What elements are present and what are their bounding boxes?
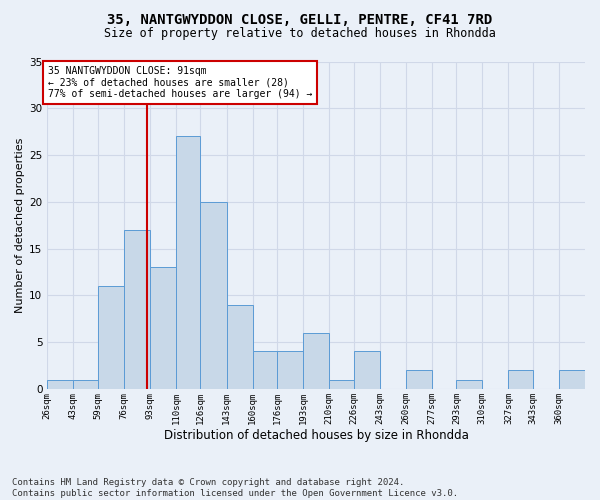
X-axis label: Distribution of detached houses by size in Rhondda: Distribution of detached houses by size … (164, 430, 469, 442)
Bar (277, 352, 303, 389)
Text: 35 NANTGWYDDON CLOSE: 91sqm
← 23% of detached houses are smaller (28)
77% of sem: 35 NANTGWYDDON CLOSE: 91sqm ← 23% of det… (48, 66, 313, 100)
Bar (227, 304, 253, 389)
Text: Contains HM Land Registry data © Crown copyright and database right 2024.
Contai: Contains HM Land Registry data © Crown c… (12, 478, 458, 498)
Bar (353, 352, 380, 389)
Bar (559, 370, 585, 389)
Bar (200, 202, 227, 389)
Y-axis label: Number of detached properties: Number of detached properties (15, 138, 25, 313)
Text: Size of property relative to detached houses in Rhondda: Size of property relative to detached ho… (104, 28, 496, 40)
Bar (150, 268, 176, 389)
Bar (47, 380, 73, 389)
Bar (124, 230, 150, 389)
Bar (176, 136, 200, 389)
Bar (253, 352, 277, 389)
Bar (508, 370, 533, 389)
Bar (457, 380, 482, 389)
Bar (329, 380, 353, 389)
Bar (98, 286, 124, 389)
Text: 35, NANTGWYDDON CLOSE, GELLI, PENTRE, CF41 7RD: 35, NANTGWYDDON CLOSE, GELLI, PENTRE, CF… (107, 12, 493, 26)
Bar (406, 370, 432, 389)
Bar (73, 380, 98, 389)
Bar (303, 333, 329, 389)
